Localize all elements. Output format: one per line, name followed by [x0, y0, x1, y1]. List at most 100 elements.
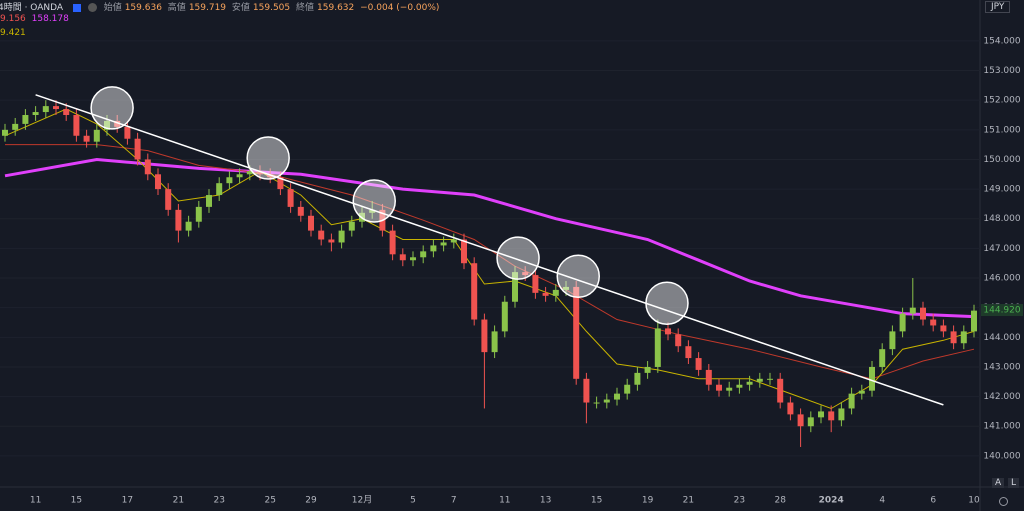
ohlc-label: 安値 [231, 3, 250, 13]
candle-body [134, 138, 141, 160]
currency-button[interactable]: JPY [985, 1, 1011, 13]
x-tick-label: 11 [30, 496, 41, 506]
hide-button[interactable] [87, 3, 97, 12]
candle-body [971, 310, 977, 332]
x-tick-label: 28 [774, 496, 786, 506]
candle-body [42, 106, 49, 113]
change: −0.004 (−0.00%) [360, 3, 440, 13]
highlight-circle [90, 86, 134, 130]
candle-body [899, 313, 906, 332]
x-tick-label: 10 [968, 496, 980, 506]
y-tick-label: 151.000 [983, 125, 1020, 135]
candle-body [226, 177, 233, 184]
candle-body [410, 257, 416, 261]
candle-body [308, 215, 314, 231]
candle-body [940, 325, 947, 332]
candle-body [53, 106, 59, 110]
candle-body [195, 206, 202, 222]
candle-body [399, 254, 406, 261]
candle-body [716, 384, 722, 391]
y-tick-label: 141.000 [983, 422, 1020, 432]
candle-body [430, 245, 437, 252]
settings-button[interactable] [999, 497, 1008, 506]
highlight-circle [246, 136, 290, 180]
ohlc-value: 159.719 [188, 3, 227, 13]
flag-icon[interactable] [72, 3, 81, 12]
x-tick-label: 15 [591, 496, 602, 506]
candle-body [450, 239, 457, 243]
log-scale-button[interactable]: L [1008, 478, 1020, 488]
candle-body [848, 393, 855, 409]
ohlc-label: 終値 [296, 3, 315, 13]
candle-body [297, 206, 304, 216]
candle-body [471, 263, 478, 320]
legend-row: 4時間 · OANDA 始値 159.636 高値 159.719 安値 159.50… [0, 0, 442, 13]
ma-value: 9.156 [0, 14, 26, 24]
ohlc-label: 高値 [167, 3, 186, 13]
candle-body [695, 358, 702, 370]
candle-body [909, 307, 916, 314]
candle-body [624, 384, 631, 394]
candle-body [63, 109, 70, 116]
candle-body [593, 402, 600, 404]
candle-body [348, 221, 355, 231]
x-tick-label: 17 [122, 496, 133, 506]
candle-body [685, 346, 692, 359]
candle-body [858, 390, 865, 394]
candle-body [960, 331, 967, 344]
x-tick-label: 11 [499, 496, 510, 506]
x-tick-label: 7 [451, 496, 457, 506]
x-tick-label: 23 [734, 496, 745, 506]
candle-body [83, 135, 90, 142]
y-tick-label: 142.000 [983, 392, 1020, 402]
candle-body [583, 378, 590, 403]
x-tick-label: 21 [173, 496, 184, 506]
auto-scale-button[interactable]: A [992, 478, 1005, 488]
ohlc-value: 159.636 [124, 3, 162, 13]
candle-body [267, 174, 274, 178]
candle-body [73, 115, 80, 136]
candle-body [818, 411, 824, 418]
candle-body [2, 129, 8, 136]
moving-average [5, 144, 975, 380]
candle-body [481, 319, 488, 353]
moving-average [4, 108, 975, 410]
x-tick-label: 6 [930, 496, 936, 506]
x-tick-label: 15 [71, 496, 82, 506]
candle-body [920, 307, 926, 320]
candle-body [614, 393, 620, 400]
candle-body [440, 242, 447, 246]
highlight-circle [645, 281, 689, 325]
highlight-circle [352, 179, 396, 223]
candle-body [389, 230, 396, 255]
candle-body [155, 174, 161, 190]
y-tick-label: 153.000 [983, 66, 1020, 76]
y-tick-label: 148.000 [983, 214, 1020, 224]
candle-body [542, 292, 549, 296]
y-tick-label: 144.000 [983, 333, 1020, 343]
candle-body [552, 289, 559, 296]
y-tick-label: 152.000 [983, 96, 1020, 106]
y-tick-label: 149.000 [983, 185, 1020, 195]
candle-body [461, 239, 467, 264]
interval: 4時間 · OANDA [0, 3, 64, 13]
ohlc-value: 159.505 [252, 3, 291, 13]
candle-body [287, 189, 294, 207]
candle-body [522, 272, 529, 276]
moving-average [4, 157, 975, 319]
trend-line [35, 94, 944, 406]
y-tick-label: 150.000 [983, 155, 1020, 165]
candle-body [675, 334, 682, 347]
candle-body [277, 177, 284, 190]
candle-body [787, 402, 794, 415]
x-tick-label: 13 [540, 496, 551, 506]
x-tick-label: 23 [213, 496, 224, 506]
y-tick-label: 147.000 [983, 244, 1020, 254]
y-tick-label: 140.000 [983, 451, 1020, 461]
candle-body [32, 112, 39, 116]
candle-body [318, 230, 325, 240]
candle-body [869, 366, 875, 391]
candle-body [767, 378, 773, 380]
highlight-circle [556, 254, 600, 299]
candle-body [328, 239, 335, 243]
